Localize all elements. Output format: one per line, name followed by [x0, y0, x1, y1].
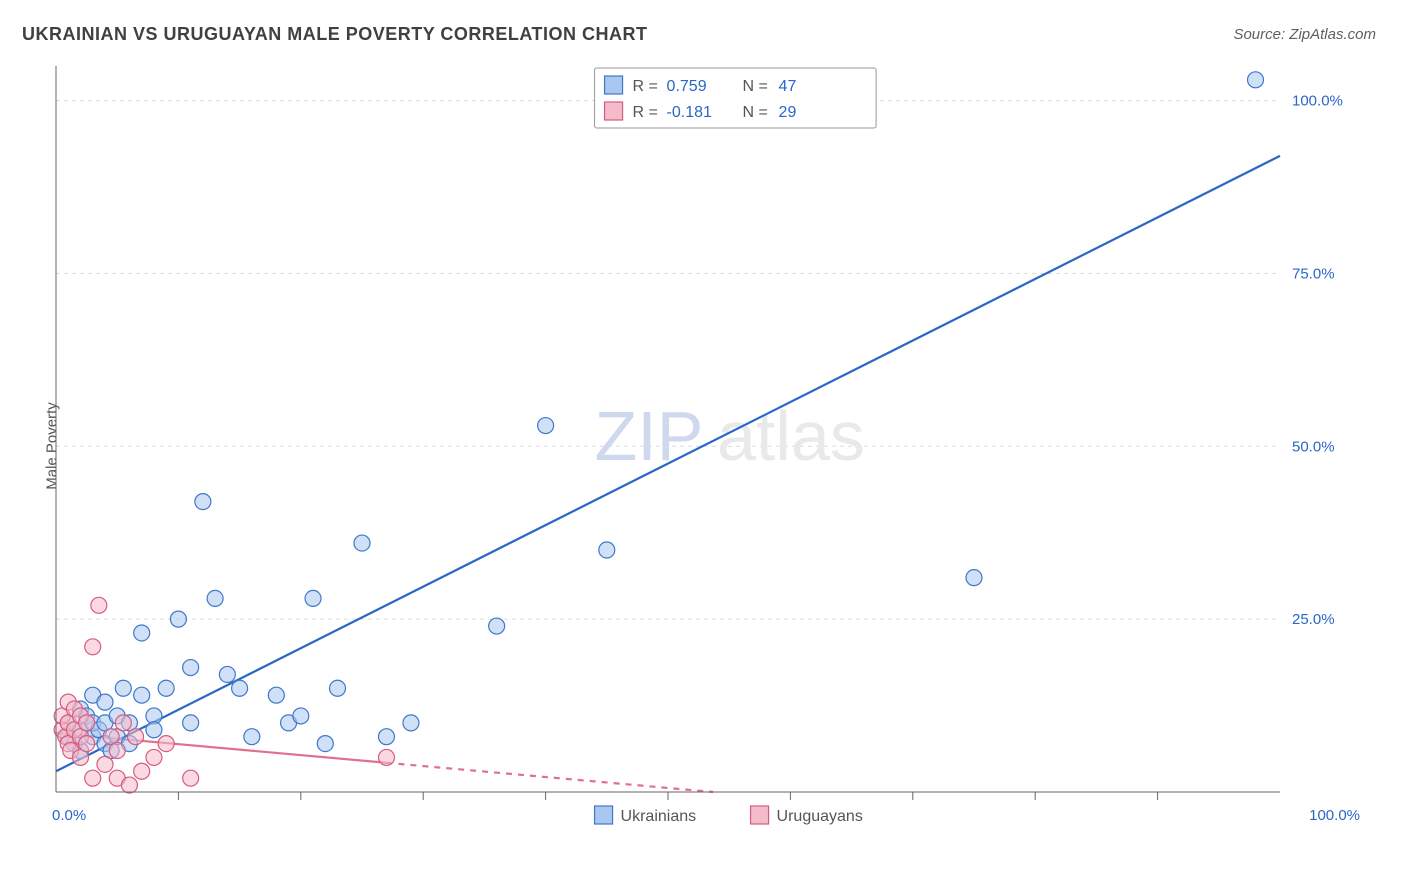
- source-label: Source: ZipAtlas.com: [1233, 26, 1376, 43]
- data-point: [330, 680, 346, 696]
- data-point: [378, 729, 394, 745]
- legend-series-name: Uruguayans: [777, 808, 863, 825]
- x-tick-label: 100.0%: [1309, 807, 1360, 824]
- plot-svg: 25.0% 50.0% 75.0% 100.0% ZIPatlas 0.0% 100.0% R…: [50, 62, 1376, 832]
- y-tick-label: 75.0%: [1292, 265, 1335, 282]
- data-point: [403, 715, 419, 731]
- legend-swatch: [605, 76, 623, 94]
- legend-n-label: N =: [743, 104, 768, 121]
- data-point: [170, 611, 186, 627]
- scatter-plot: 25.0% 50.0% 75.0% 100.0% ZIPatlas 0.0% 100.0% R…: [50, 62, 1376, 832]
- data-point: [134, 763, 150, 779]
- legend-series-name: Ukrainians: [621, 808, 697, 825]
- legend-swatch: [595, 806, 613, 824]
- data-point: [232, 680, 248, 696]
- svg-text:ZIP: ZIP: [595, 397, 704, 475]
- data-point: [158, 680, 174, 696]
- data-point: [244, 729, 260, 745]
- data-point: [97, 694, 113, 710]
- data-point: [85, 770, 101, 786]
- legend-swatch: [751, 806, 769, 824]
- data-point: [128, 729, 144, 745]
- x-tick-label: 0.0%: [52, 807, 86, 824]
- data-point: [293, 708, 309, 724]
- regression-line-dashed: [386, 763, 713, 792]
- y-tick-label: 100.0%: [1292, 93, 1343, 110]
- data-point: [109, 743, 125, 759]
- data-point: [966, 570, 982, 586]
- data-point: [79, 715, 95, 731]
- data-point: [121, 777, 137, 793]
- stats-legend: R = 0.759 N = 47 R = -0.181 N = 29: [595, 68, 877, 128]
- legend-n-value: 29: [779, 104, 797, 121]
- data-point: [354, 535, 370, 551]
- regression-line: [56, 156, 1280, 771]
- svg-text:atlas: atlas: [717, 397, 865, 475]
- data-point: [158, 736, 174, 752]
- data-point: [134, 687, 150, 703]
- data-point: [1248, 72, 1264, 88]
- legend-r-value: -0.181: [667, 104, 712, 121]
- series-legend: Ukrainians Uruguayans: [595, 806, 863, 825]
- data-point: [219, 666, 235, 682]
- legend-n-value: 47: [779, 78, 797, 95]
- data-point: [146, 749, 162, 765]
- data-point: [183, 770, 199, 786]
- data-point: [195, 494, 211, 510]
- legend-r-value: 0.759: [667, 78, 707, 95]
- data-point: [489, 618, 505, 634]
- legend-swatch: [605, 102, 623, 120]
- data-point: [538, 418, 554, 434]
- data-point: [91, 597, 107, 613]
- data-point: [134, 625, 150, 641]
- data-point: [305, 590, 321, 606]
- data-point: [183, 660, 199, 676]
- data-point: [85, 639, 101, 655]
- legend-n-label: N =: [743, 78, 768, 95]
- data-point: [79, 736, 95, 752]
- legend-r-label: R =: [633, 104, 658, 121]
- legend-r-label: R =: [633, 78, 658, 95]
- y-tick-label: 50.0%: [1292, 438, 1335, 455]
- data-point: [268, 687, 284, 703]
- data-point: [183, 715, 199, 731]
- data-point: [317, 736, 333, 752]
- data-point: [115, 680, 131, 696]
- data-point: [599, 542, 615, 558]
- watermark: ZIPatlas: [595, 397, 865, 475]
- data-point: [115, 715, 131, 731]
- data-point: [146, 722, 162, 738]
- y-tick-label: 25.0%: [1292, 611, 1335, 628]
- data-point: [207, 590, 223, 606]
- data-point: [378, 749, 394, 765]
- data-point: [97, 756, 113, 772]
- chart-title: UKRAINIAN VS URUGUAYAN MALE POVERTY CORR…: [22, 24, 648, 45]
